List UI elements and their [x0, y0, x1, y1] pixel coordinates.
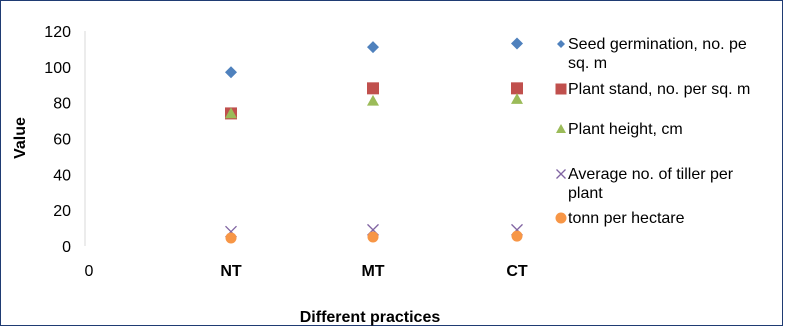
data-point-circle	[225, 232, 237, 244]
data-point-triangle	[367, 94, 379, 106]
legend-marker-circle	[555, 212, 567, 224]
legend-entry-label: sq. m	[568, 55, 607, 72]
legend-marker-square	[555, 83, 567, 95]
y-tick-label: 100	[44, 60, 71, 77]
data-point-diamond	[225, 66, 237, 79]
data-point-diamond	[367, 41, 379, 54]
data-points	[225, 37, 523, 244]
legend-marker-triangle	[556, 124, 566, 133]
x-tick-label: MT	[361, 263, 384, 280]
y-tick-label: 60	[53, 132, 71, 149]
x-tick-label: CT	[506, 263, 528, 280]
data-point-diamond	[511, 37, 523, 50]
x-axis-title: Different practices	[300, 309, 441, 326]
legend: Seed germination, no. pe sq. m Plant stand…	[555, 36, 750, 227]
y-tick-label: 120	[44, 24, 71, 41]
y-tick-label: 20	[53, 203, 71, 220]
y-tick-label: 0	[62, 239, 71, 256]
x-axis: 0 NT MT CT	[85, 263, 528, 280]
legend-entry-label: Seed germination, no. pe	[568, 36, 747, 53]
legend-entry-label: Average no. of tiller per	[568, 166, 734, 183]
y-tick-label: 40	[53, 167, 71, 184]
x-origin-label: 0	[85, 263, 94, 280]
data-point-triangle	[225, 107, 237, 119]
data-point-triangle	[511, 93, 523, 104]
legend-marker-x	[556, 169, 566, 179]
legend-entry-label: Plant stand, no. per sq. m	[568, 81, 750, 98]
x-tick-label: NT	[220, 263, 242, 280]
legend-entry-label: Plant height, cm	[568, 121, 683, 138]
data-point-square	[367, 82, 379, 95]
y-tick-label: 80	[53, 96, 71, 113]
data-point-circle	[511, 230, 523, 242]
legend-entry-label: plant	[568, 185, 603, 202]
y-axis-title: Value	[12, 117, 29, 159]
data-point-circle	[367, 231, 379, 243]
legend-marker-diamond	[557, 40, 565, 48]
y-axis: 0 20 40 60 80 100 120	[44, 24, 86, 256]
legend-entry-label: tonn per hectare	[568, 210, 685, 227]
data-point-square	[511, 82, 523, 95]
